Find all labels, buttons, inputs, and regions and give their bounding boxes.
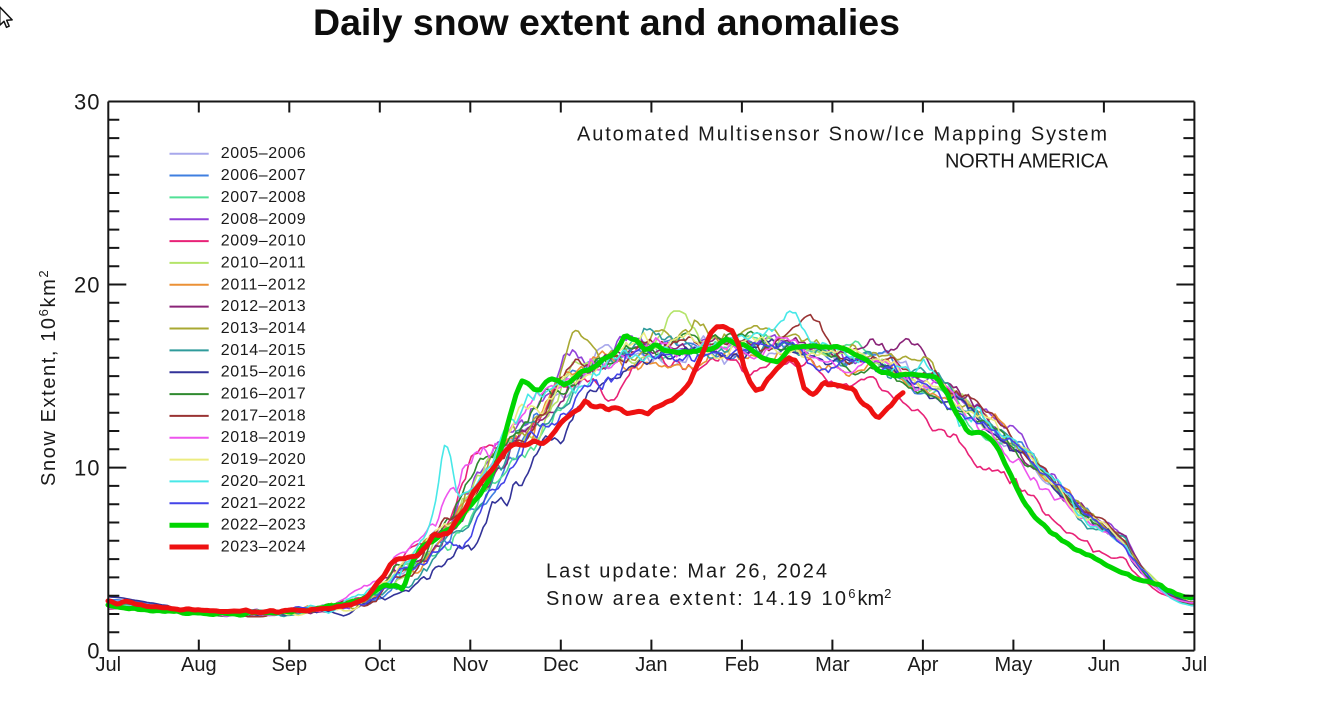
svg-text:2008–2009: 2008–2009 <box>221 211 306 228</box>
svg-text:Snow area extent: 14.19 106km2: Snow area extent: 14.19 10 6 km2 <box>546 586 891 610</box>
svg-text:Nov: Nov <box>453 654 489 676</box>
svg-text:2022–2023: 2022–2023 <box>221 517 306 534</box>
svg-text:Dec: Dec <box>543 654 579 676</box>
svg-text:2020–2021: 2020–2021 <box>221 473 306 490</box>
svg-text:2021–2022: 2021–2022 <box>221 495 306 512</box>
svg-text:2023–2024: 2023–2024 <box>221 539 306 556</box>
svg-text:Sep: Sep <box>272 654 308 676</box>
svg-text:Daily snow extent and anomalie: Daily snow extent and anomalies <box>313 1 900 43</box>
svg-text:2011–2012: 2011–2012 <box>221 276 306 293</box>
svg-text:Jul: Jul <box>96 654 122 676</box>
svg-text:2019–2020: 2019–2020 <box>221 451 306 468</box>
svg-text:Apr: Apr <box>907 654 938 676</box>
svg-text:2010–2011: 2010–2011 <box>221 254 306 271</box>
svg-text:Mar: Mar <box>815 654 850 676</box>
svg-text:Snow Extent, 106km2: Snow Extent, 106km2 <box>36 269 60 486</box>
svg-text:2006–2007: 2006–2007 <box>221 167 306 184</box>
svg-text:0: 0 <box>87 639 100 664</box>
svg-text:Oct: Oct <box>364 654 396 676</box>
svg-text:2014–2015: 2014–2015 <box>221 342 306 359</box>
svg-text:2016–2017: 2016–2017 <box>221 386 306 403</box>
svg-text:Last update: Mar 26, 2024: Last update: Mar 26, 2024 <box>546 561 827 583</box>
svg-text:2012–2013: 2012–2013 <box>221 298 306 315</box>
svg-text:Automated Multisensor Snow/Ic: Automated Multisensor Snow/Ice Mapping S… <box>577 124 1107 146</box>
svg-text:Jan: Jan <box>635 654 667 676</box>
svg-text:2013–2014: 2013–2014 <box>221 320 306 337</box>
svg-text:2017–2018: 2017–2018 <box>221 407 306 424</box>
svg-text:20: 20 <box>74 273 100 298</box>
svg-text:2015–2016: 2015–2016 <box>221 364 306 381</box>
svg-text:Feb: Feb <box>725 654 759 676</box>
svg-text:Jul: Jul <box>1182 654 1208 676</box>
svg-text:NORTH AMERICA: NORTH AMERICA <box>945 150 1109 172</box>
svg-text:2009–2010: 2009–2010 <box>221 233 306 250</box>
svg-text:10: 10 <box>74 456 100 481</box>
svg-text:Jun: Jun <box>1088 654 1120 676</box>
svg-text:May: May <box>995 654 1033 676</box>
svg-text:30: 30 <box>74 90 100 115</box>
svg-text:2007–2008: 2007–2008 <box>221 189 306 206</box>
svg-text:Aug: Aug <box>181 654 217 676</box>
svg-text:2005–2006: 2005–2006 <box>221 145 306 162</box>
svg-text:2018–2019: 2018–2019 <box>221 429 306 446</box>
